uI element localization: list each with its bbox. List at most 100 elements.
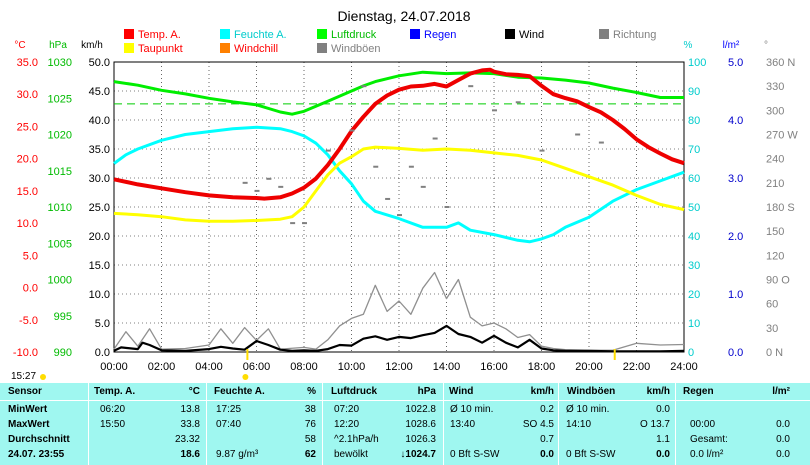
press-tick-label: 1020 [48, 130, 72, 142]
stats-cell: 0.2 [540, 404, 554, 415]
stats-row-label: 24.07. 23:55 [8, 449, 65, 460]
axis-unit-label: ° [764, 40, 768, 51]
stats-cell: bewölkt [334, 449, 368, 460]
legend-swatch [317, 29, 327, 39]
stats-cell: 06:20 [100, 404, 126, 415]
axis-unit-label: km/h [81, 40, 103, 51]
x-tick-label: 16:00 [480, 361, 508, 373]
wind-tick-label: 50.0 [89, 57, 110, 69]
direction-point [385, 197, 391, 200]
legend-label: Wind [519, 29, 544, 41]
direction-point [539, 149, 545, 152]
stats-header: km/h [530, 386, 554, 397]
x-tick-label: 04:00 [195, 361, 223, 373]
dir-tick-label: 270 W [766, 130, 798, 142]
x-tick-label: 24:00 [670, 361, 698, 373]
hum-tick-label: 30 [688, 260, 700, 272]
legend-swatch [124, 29, 134, 39]
stats-cell: 23.32 [174, 434, 200, 445]
stats-header: Temp. A. [94, 386, 136, 397]
dir-tick-label: 210 [766, 178, 784, 190]
direction-point [349, 129, 355, 132]
stats-table: Sensor Temp. A. °C Feuchte A.% Luftdruck hPa W… [0, 383, 810, 465]
stats-separator [443, 383, 444, 465]
stats-cell: ↓1024.7 [400, 449, 436, 460]
hum-tick-label: 50 [688, 202, 700, 214]
temp-tick-label: 25.0 [17, 121, 38, 133]
rain-tick-label: 4.0 [728, 115, 743, 127]
direction-point [266, 177, 272, 180]
stats-cell: 76 [304, 419, 316, 430]
press-tick-label: 1010 [48, 202, 72, 214]
series-line-windb-en [113, 271, 685, 351]
press-tick-label: 995 [54, 311, 72, 323]
stats-cell: 0.0 [776, 419, 790, 430]
hum-tick-label: 60 [688, 173, 700, 185]
stats-cell: 0 Bft S-SW [450, 449, 500, 460]
wind-tick-label: 15.0 [89, 260, 110, 272]
direction-point [397, 214, 402, 217]
legend-swatch [505, 29, 515, 39]
dir-tick-label: 90 O [766, 275, 790, 287]
legend-swatch [317, 43, 327, 53]
stats-cell: 33.8 [180, 419, 200, 430]
stats-header: Windböen [567, 386, 616, 397]
rain-tick-label: 2.0 [728, 231, 743, 243]
direction-point [325, 149, 331, 152]
rain-tick-label: 0.0 [728, 347, 743, 359]
axis-unit-label: hPa [49, 40, 67, 51]
stats-cell: Gesamt: [690, 434, 728, 445]
stats-header: l/m² [772, 386, 790, 397]
stats-separator [206, 383, 207, 465]
dir-tick-label: 120 [766, 250, 784, 262]
sun-icon [242, 374, 249, 380]
stats-header: km/h [646, 386, 670, 397]
legend-label: Taupunkt [138, 43, 183, 55]
x-tick-label: 14:00 [433, 361, 461, 373]
series-line-luftdruck [113, 70, 684, 116]
stats-cell: 9.87 g/m³ [216, 449, 259, 460]
stats-header: hPa [417, 386, 436, 397]
stats-cell: 17:25 [216, 404, 242, 415]
hum-tick-label: 20 [688, 289, 700, 301]
stats-row-label: MinWert [8, 404, 48, 415]
axis-unit-label: % [684, 40, 693, 51]
stats-cell: 0.0 [776, 434, 790, 445]
legend-label: Windböen [331, 43, 381, 55]
temp-tick-label: 10.0 [17, 218, 38, 230]
legend-swatch [124, 43, 134, 53]
direction-point [302, 222, 307, 225]
stats-cell: 58 [304, 434, 316, 445]
stats-cell: 13.8 [180, 404, 200, 415]
stats-cell: 0.0 [656, 449, 670, 460]
series-line-taupunkt [113, 145, 685, 223]
stats-header: Luftdruck [331, 386, 378, 397]
legend-label: Temp. A. [138, 29, 181, 41]
stats-row-label: Durchschnitt [8, 434, 70, 445]
direction-point [432, 137, 438, 140]
x-tick-label: 00:00 [100, 361, 128, 373]
series-line-temp-a- [113, 67, 685, 201]
stats-cell: 0.7 [540, 434, 554, 445]
stats-cell: 0.0 l/m² [690, 449, 724, 460]
stats-cell: 18.6 [180, 449, 200, 460]
legend-swatch [220, 43, 230, 53]
wind-tick-label: 40.0 [89, 115, 110, 127]
series-line-feuchte-a- [113, 125, 685, 244]
x-tick-label: 02:00 [148, 361, 176, 373]
wind-tick-label: 45.0 [89, 86, 110, 98]
wind-tick-label: 0.0 [95, 347, 110, 359]
temp-tick-label: 30.0 [17, 89, 38, 101]
hum-tick-label: 40 [688, 231, 700, 243]
chart-title: Dienstag, 24.07.2018 [337, 8, 470, 24]
dir-tick-label: 360 N [766, 57, 795, 69]
legend-label: Richtung [613, 29, 656, 41]
stats-cell: 1.1 [656, 434, 670, 445]
stats-cell: 12:20 [334, 419, 360, 430]
stats-cell: ^2.1hPa/h [334, 434, 379, 445]
stats-cell: 14:10 [566, 419, 592, 430]
wind-tick-label: 10.0 [89, 289, 110, 301]
direction-point [575, 133, 581, 136]
press-tick-label: 1005 [48, 238, 72, 250]
x-tick-label: 20:00 [575, 361, 603, 373]
